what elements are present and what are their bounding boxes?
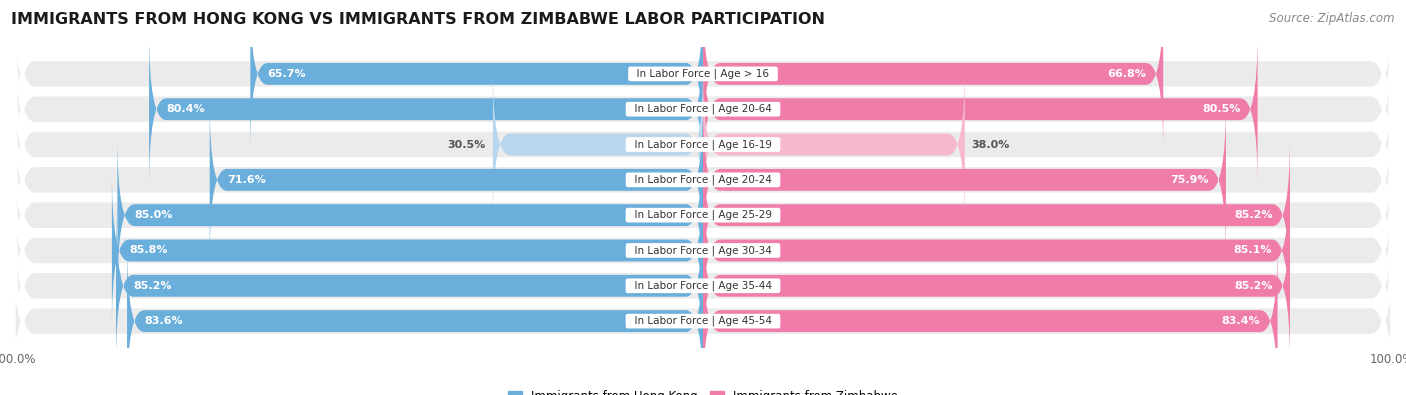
Text: 83.6%: 83.6% — [145, 316, 183, 326]
Text: In Labor Force | Age 20-24: In Labor Force | Age 20-24 — [628, 175, 778, 185]
FancyBboxPatch shape — [703, 0, 1163, 151]
FancyBboxPatch shape — [494, 67, 703, 222]
FancyBboxPatch shape — [703, 67, 965, 222]
Text: 85.0%: 85.0% — [135, 210, 173, 220]
Text: In Labor Force | Age 25-29: In Labor Force | Age 25-29 — [627, 210, 779, 220]
FancyBboxPatch shape — [112, 173, 703, 328]
Text: In Labor Force | Age 20-64: In Labor Force | Age 20-64 — [628, 104, 778, 115]
Text: 65.7%: 65.7% — [267, 69, 307, 79]
Text: 75.9%: 75.9% — [1170, 175, 1209, 185]
Text: 85.8%: 85.8% — [129, 245, 167, 256]
FancyBboxPatch shape — [14, 53, 1392, 236]
FancyBboxPatch shape — [127, 244, 703, 395]
FancyBboxPatch shape — [117, 209, 703, 363]
Text: 71.6%: 71.6% — [226, 175, 266, 185]
Text: In Labor Force | Age 16-19: In Labor Force | Age 16-19 — [627, 139, 779, 150]
Text: IMMIGRANTS FROM HONG KONG VS IMMIGRANTS FROM ZIMBABWE LABOR PARTICIPATION: IMMIGRANTS FROM HONG KONG VS IMMIGRANTS … — [11, 12, 825, 27]
Text: 85.2%: 85.2% — [1234, 281, 1272, 291]
Text: In Labor Force | Age 30-34: In Labor Force | Age 30-34 — [628, 245, 778, 256]
FancyBboxPatch shape — [14, 159, 1392, 342]
FancyBboxPatch shape — [209, 102, 703, 257]
FancyBboxPatch shape — [117, 138, 703, 293]
Text: Source: ZipAtlas.com: Source: ZipAtlas.com — [1270, 12, 1395, 25]
Text: In Labor Force | Age > 16: In Labor Force | Age > 16 — [630, 69, 776, 79]
Text: 85.1%: 85.1% — [1233, 245, 1272, 256]
FancyBboxPatch shape — [14, 194, 1392, 377]
FancyBboxPatch shape — [149, 32, 703, 186]
FancyBboxPatch shape — [703, 209, 1289, 363]
Text: 38.0%: 38.0% — [972, 139, 1010, 150]
FancyBboxPatch shape — [703, 138, 1289, 293]
Text: 85.2%: 85.2% — [134, 281, 172, 291]
Text: 80.5%: 80.5% — [1202, 104, 1240, 114]
Text: 83.4%: 83.4% — [1222, 316, 1260, 326]
FancyBboxPatch shape — [14, 18, 1392, 201]
FancyBboxPatch shape — [14, 124, 1392, 307]
FancyBboxPatch shape — [703, 102, 1226, 257]
FancyBboxPatch shape — [14, 0, 1392, 166]
Text: 85.2%: 85.2% — [1234, 210, 1272, 220]
Text: 80.4%: 80.4% — [166, 104, 205, 114]
FancyBboxPatch shape — [14, 88, 1392, 271]
Text: In Labor Force | Age 45-54: In Labor Force | Age 45-54 — [627, 316, 779, 326]
Text: 30.5%: 30.5% — [447, 139, 486, 150]
FancyBboxPatch shape — [703, 32, 1257, 186]
FancyBboxPatch shape — [703, 244, 1278, 395]
Text: 66.8%: 66.8% — [1107, 69, 1146, 79]
Legend: Immigrants from Hong Kong, Immigrants from Zimbabwe: Immigrants from Hong Kong, Immigrants fr… — [503, 385, 903, 395]
FancyBboxPatch shape — [703, 173, 1289, 328]
Text: In Labor Force | Age 35-44: In Labor Force | Age 35-44 — [627, 280, 779, 291]
FancyBboxPatch shape — [14, 229, 1392, 395]
FancyBboxPatch shape — [250, 0, 703, 151]
